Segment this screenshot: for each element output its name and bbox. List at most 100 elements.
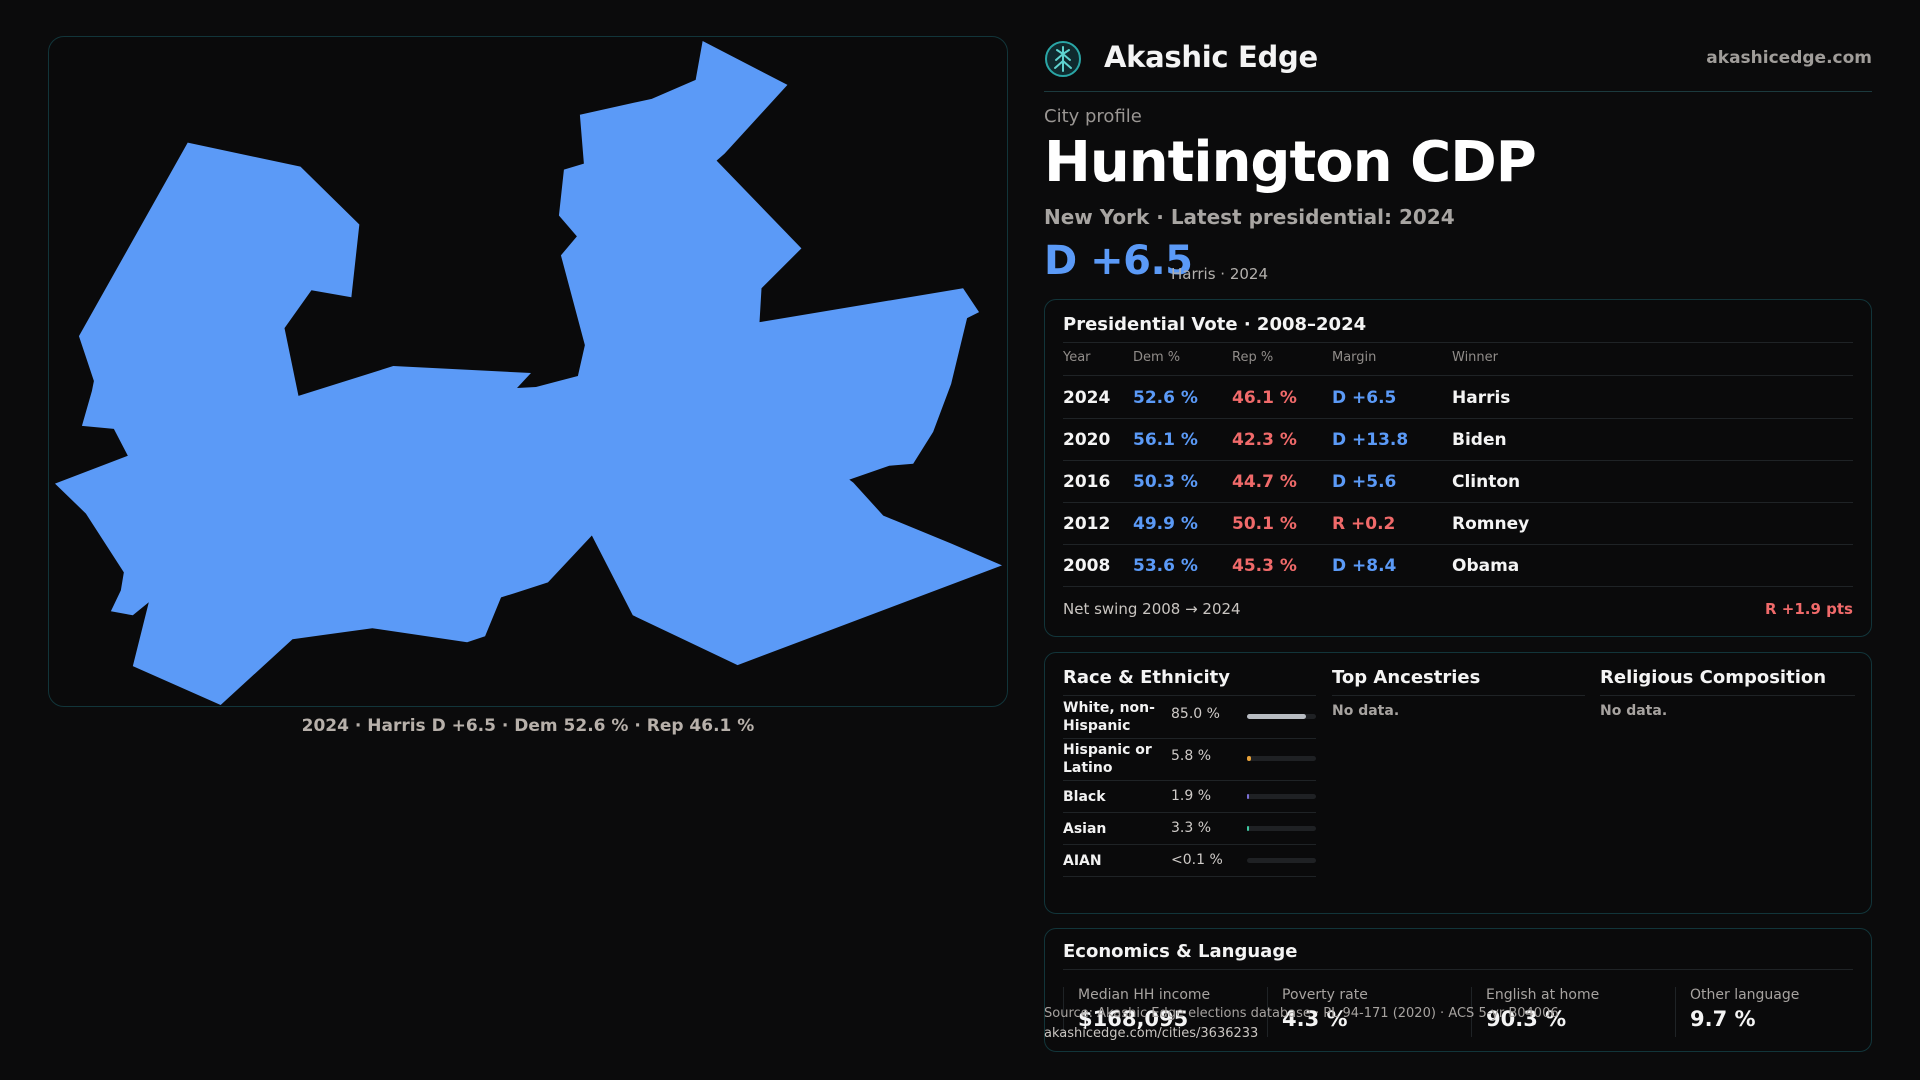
margin-cell: D +8.4 bbox=[1332, 556, 1397, 576]
city-boundary-map[interactable] bbox=[49, 37, 1007, 706]
vote-table-row: 2008 53.6 % 45.3 % D +8.4 Obama bbox=[1063, 545, 1853, 587]
stat-value: $168,095 bbox=[1078, 1007, 1189, 1031]
winner-cell: Harris bbox=[1452, 388, 1511, 408]
race-label: AIAN bbox=[1063, 853, 1102, 869]
divider bbox=[1063, 969, 1853, 970]
ancestries-title: Top Ancestries bbox=[1332, 667, 1481, 688]
religion-title: Religious Composition bbox=[1600, 667, 1827, 688]
race-value: 1.9 % bbox=[1171, 788, 1212, 804]
rep-pct-cell: 42.3 % bbox=[1232, 430, 1297, 450]
economics-stat: Poverty rate 4.3 % bbox=[1267, 987, 1470, 1037]
divider bbox=[1063, 342, 1853, 343]
vote-table-row: 2016 50.3 % 44.7 % D +5.6 Clinton bbox=[1063, 461, 1853, 503]
margin-cell: R +0.2 bbox=[1332, 514, 1396, 534]
economics-card: Economics & Language Median HH income $16… bbox=[1044, 928, 1872, 1052]
economics-stat: Other language 9.7 % bbox=[1675, 987, 1878, 1037]
rep-pct-cell: 44.7 % bbox=[1232, 472, 1297, 492]
year-cell: 2020 bbox=[1063, 430, 1111, 450]
headline-margin-note: Harris · 2024 bbox=[1171, 265, 1269, 283]
brand-header: Akashic Edge akashicedge.com bbox=[1044, 36, 1872, 92]
col-year-header: Year bbox=[1063, 350, 1091, 365]
race-bar-fill bbox=[1247, 794, 1249, 799]
race-bar-track bbox=[1247, 794, 1316, 799]
net-swing-value: R +1.9 pts bbox=[1765, 600, 1853, 618]
ancestries-empty: No data. bbox=[1332, 703, 1400, 719]
race-row: AIAN <0.1 % bbox=[1063, 845, 1316, 877]
year-cell: 2016 bbox=[1063, 472, 1111, 492]
brand-name[interactable]: Akashic Edge bbox=[1104, 40, 1318, 74]
race-row: Black 1.9 % bbox=[1063, 781, 1316, 813]
net-swing-label: Net swing 2008 → 2024 bbox=[1063, 600, 1241, 618]
race-value: <0.1 % bbox=[1171, 852, 1223, 868]
dem-pct-cell: 49.9 % bbox=[1133, 514, 1198, 534]
religion-section: Religious Composition No data. bbox=[1600, 653, 1855, 915]
race-bar-fill bbox=[1247, 714, 1306, 719]
col-margin-header: Margin bbox=[1332, 350, 1377, 365]
dem-pct-cell: 52.6 % bbox=[1133, 388, 1198, 408]
winner-cell: Obama bbox=[1452, 556, 1520, 576]
vote-table-row: 2020 56.1 % 42.3 % D +13.8 Biden bbox=[1063, 419, 1853, 461]
margin-cell: D +5.6 bbox=[1332, 472, 1397, 492]
race-bar-track bbox=[1247, 858, 1316, 863]
economics-stat: Median HH income $168,095 bbox=[1063, 987, 1266, 1037]
dem-pct-cell: 56.1 % bbox=[1133, 430, 1198, 450]
source-url-link[interactable]: akashicedge.com/cities/3636233 bbox=[1044, 1026, 1259, 1041]
race-ethnicity-section: Race & Ethnicity White, non-Hispanic 85.0… bbox=[1063, 653, 1316, 915]
rep-pct-cell: 50.1 % bbox=[1232, 514, 1297, 534]
economics-stat: English at home 90.3 % bbox=[1471, 987, 1674, 1037]
col-rep-header: Rep % bbox=[1232, 350, 1274, 365]
divider bbox=[1063, 695, 1316, 696]
divider bbox=[1332, 695, 1585, 696]
tree-icon[interactable] bbox=[1044, 40, 1082, 78]
year-cell: 2024 bbox=[1063, 388, 1111, 408]
stat-value: 9.7 % bbox=[1690, 1007, 1756, 1031]
race-section-title: Race & Ethnicity bbox=[1063, 667, 1230, 688]
city-boundary-shape[interactable] bbox=[54, 40, 1003, 706]
year-cell: 2008 bbox=[1063, 556, 1111, 576]
year-cell: 2012 bbox=[1063, 514, 1111, 534]
race-value: 85.0 % bbox=[1171, 706, 1220, 722]
race-label: Asian bbox=[1063, 821, 1107, 837]
demographics-card: Race & Ethnicity White, non-Hispanic 85.0… bbox=[1044, 652, 1872, 914]
col-winner-header: Winner bbox=[1452, 350, 1499, 365]
stat-label: English at home bbox=[1486, 987, 1600, 1003]
vote-table-header: Year Dem % Rep % Margin Winner bbox=[1063, 350, 1853, 376]
race-bar-fill bbox=[1247, 826, 1250, 831]
stat-label: Median HH income bbox=[1078, 987, 1211, 1003]
race-label: Hispanic or Latino bbox=[1063, 742, 1152, 776]
race-row: Asian 3.3 % bbox=[1063, 813, 1316, 845]
dem-pct-cell: 53.6 % bbox=[1133, 556, 1198, 576]
winner-cell: Clinton bbox=[1452, 472, 1521, 492]
headline-margin: D +6.5 bbox=[1044, 238, 1193, 284]
profile-type-label: City profile bbox=[1044, 106, 1142, 127]
winner-cell: Biden bbox=[1452, 430, 1507, 450]
col-dem-header: Dem % bbox=[1133, 350, 1181, 365]
profile-column: Akashic Edge akashicedge.com City profil… bbox=[1044, 0, 1872, 1080]
vote-card-title: Presidential Vote · 2008–2024 bbox=[1063, 314, 1367, 335]
race-bar-track bbox=[1247, 756, 1316, 761]
race-row: Hispanic or Latino 5.8 % bbox=[1063, 739, 1316, 781]
race-value: 3.3 % bbox=[1171, 820, 1212, 836]
race-label: White, non-Hispanic bbox=[1063, 700, 1155, 734]
religion-empty: No data. bbox=[1600, 703, 1668, 719]
page-title: Huntington CDP bbox=[1044, 130, 1537, 195]
ancestries-section: Top Ancestries No data. bbox=[1332, 653, 1585, 915]
race-bar-track bbox=[1247, 714, 1316, 719]
vote-table-row: 2012 49.9 % 50.1 % R +0.2 Romney bbox=[1063, 503, 1853, 545]
stat-value: 4.3 % bbox=[1282, 1007, 1348, 1031]
map-caption: 2024 · Harris D +6.5 · Dem 52.6 % · Rep … bbox=[301, 716, 755, 736]
map-panel[interactable] bbox=[48, 36, 1008, 707]
presidential-vote-card: Presidential Vote · 2008–2024 Year Dem %… bbox=[1044, 299, 1872, 637]
economics-title: Economics & Language bbox=[1063, 941, 1298, 962]
rep-pct-cell: 46.1 % bbox=[1232, 388, 1297, 408]
race-bar-fill bbox=[1247, 756, 1251, 761]
vote-table-row: 2024 52.6 % 46.1 % D +6.5 Harris bbox=[1063, 377, 1853, 419]
source-note: Source: Akashic Edge elections database … bbox=[1044, 1006, 1559, 1021]
race-bar-track bbox=[1247, 826, 1316, 831]
rep-pct-cell: 45.3 % bbox=[1232, 556, 1297, 576]
brand-domain-link[interactable]: akashicedge.com bbox=[1706, 48, 1872, 68]
winner-cell: Romney bbox=[1452, 514, 1530, 534]
divider bbox=[1600, 695, 1855, 696]
margin-cell: D +13.8 bbox=[1332, 430, 1409, 450]
stat-label: Other language bbox=[1690, 987, 1800, 1003]
